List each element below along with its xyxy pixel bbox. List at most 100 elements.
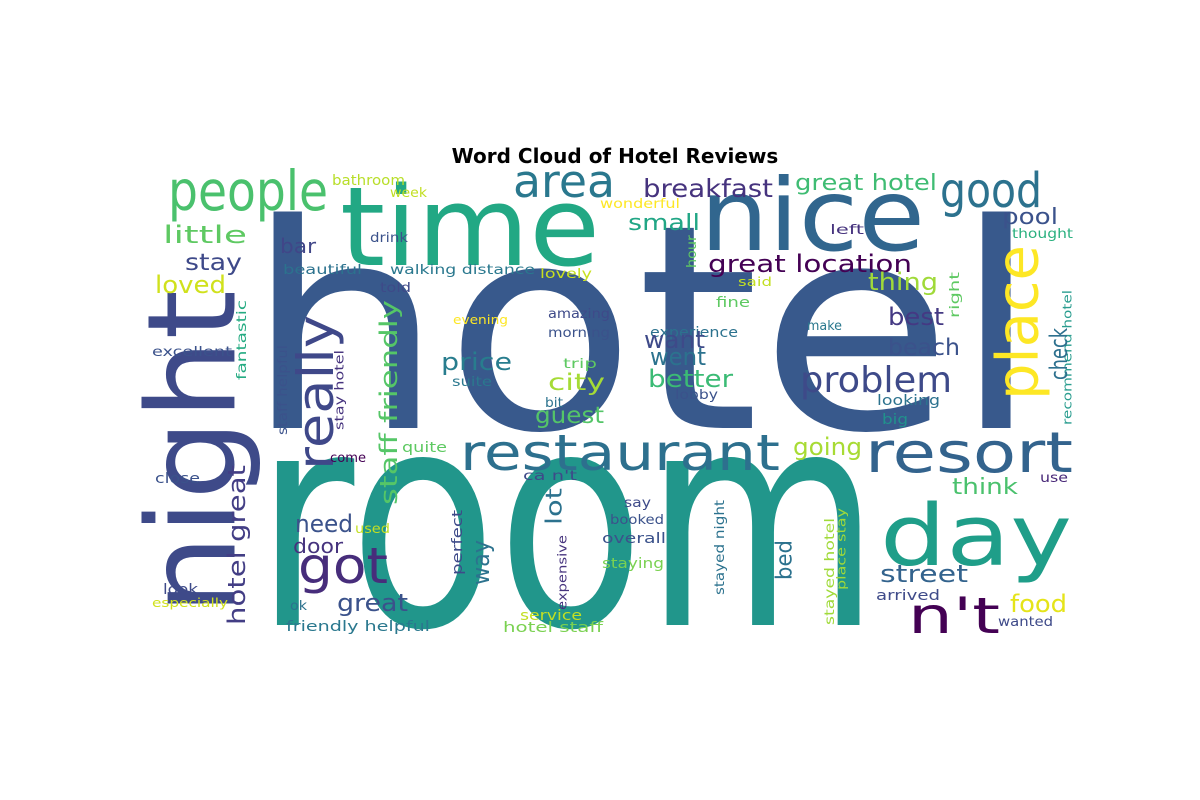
word: great location — [708, 250, 912, 278]
word: suite — [452, 375, 492, 390]
word: thing — [868, 268, 938, 296]
word: got — [298, 537, 388, 595]
word: place — [983, 245, 1051, 400]
word: resort — [865, 421, 1073, 486]
word: arrived — [876, 588, 940, 604]
word: want — [644, 326, 705, 354]
word: loved — [155, 271, 226, 299]
word: time — [340, 163, 600, 291]
word: drink — [370, 231, 409, 246]
word: ok — [290, 599, 308, 614]
word: area — [513, 155, 615, 208]
word: wanted — [998, 615, 1053, 630]
word: staff helpful — [276, 345, 291, 435]
word: street — [880, 560, 968, 588]
word: perfect — [450, 509, 466, 575]
word: hotel staff — [503, 620, 603, 636]
word: nice — [700, 157, 925, 274]
word: trip — [563, 357, 597, 372]
word: bed — [773, 540, 798, 580]
word: need — [295, 510, 353, 538]
word: said — [738, 275, 772, 289]
word: n't — [908, 587, 1000, 645]
word: stay hotel — [333, 350, 347, 430]
word: beautiful — [283, 263, 362, 278]
word: service — [520, 608, 582, 624]
word: lovely — [540, 267, 592, 282]
word: close — [155, 471, 200, 487]
word: make — [807, 319, 842, 334]
chart-title: Word Cloud of Hotel Reviews — [452, 144, 779, 168]
word: thought — [1012, 227, 1073, 242]
word: good — [940, 163, 1042, 219]
word: hour — [685, 234, 700, 268]
word: big — [882, 412, 908, 428]
word: price — [441, 348, 512, 376]
word: friendly helpful — [286, 619, 430, 635]
word: excellent — [152, 345, 232, 360]
word: best — [888, 303, 944, 331]
word: problem — [800, 360, 952, 401]
word: staying — [602, 556, 664, 572]
word: think — [952, 475, 1018, 500]
word: people — [168, 159, 328, 223]
word: great — [337, 589, 408, 617]
word: better — [648, 365, 733, 393]
word: day — [880, 487, 1072, 586]
word: stayed night — [713, 500, 728, 595]
word: used — [355, 522, 390, 537]
word: come — [330, 451, 366, 466]
word: wonderful — [600, 197, 680, 212]
word: place stay — [835, 508, 849, 590]
word: morning — [548, 326, 610, 341]
word: right — [948, 272, 963, 318]
word: looking — [877, 393, 940, 409]
word: experience — [650, 325, 738, 341]
word: small — [628, 211, 700, 236]
word: beach — [888, 335, 960, 361]
word: room — [255, 347, 880, 696]
word: hotel great — [223, 465, 251, 625]
word: quite — [402, 440, 447, 456]
word: walking distance — [390, 263, 535, 278]
word: bar — [280, 234, 317, 258]
word: lot — [543, 488, 568, 525]
word: bathroom — [332, 173, 405, 189]
word: told — [380, 281, 411, 296]
word: booked — [610, 513, 664, 528]
word: amazing — [548, 307, 610, 322]
word: night — [122, 290, 264, 615]
word: guest — [535, 403, 604, 429]
word: expensive — [556, 535, 570, 610]
word: hotel — [245, 164, 1040, 496]
word: recommend hotel — [1061, 290, 1075, 425]
word: overall — [602, 531, 666, 547]
word: week — [390, 186, 427, 201]
word: ca n't — [523, 469, 577, 484]
word: fantastic — [235, 300, 250, 380]
word: breakfast — [643, 174, 773, 203]
word: little — [163, 221, 247, 249]
word: check — [1045, 328, 1073, 380]
word: lobby — [675, 388, 718, 403]
word: restaurant — [460, 424, 780, 482]
word: fine — [716, 295, 750, 311]
word: going — [793, 433, 862, 461]
word: stayed hotel — [823, 518, 838, 625]
word: really — [287, 315, 345, 470]
word: went — [650, 343, 706, 371]
word: door — [293, 534, 344, 558]
word: city — [548, 370, 605, 396]
word: stay — [185, 250, 242, 276]
word: say — [624, 496, 651, 511]
word: way — [467, 540, 495, 585]
word: staff friendly — [375, 300, 403, 505]
word: food — [1010, 590, 1067, 618]
word: left — [830, 223, 864, 238]
word: use — [1040, 471, 1068, 486]
word: great hotel — [795, 171, 937, 196]
word: bit — [545, 396, 563, 411]
word: evening — [453, 313, 508, 327]
